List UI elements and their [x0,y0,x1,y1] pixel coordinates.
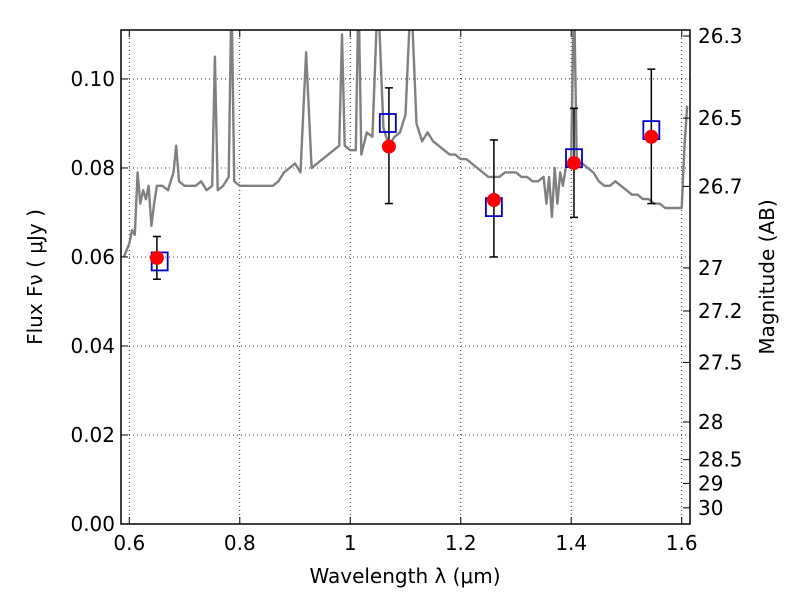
y2-tick-label: 30 [698,496,723,520]
y-tick-label: 0.00 [70,512,115,536]
y-tick-label: 0.04 [70,334,115,358]
y2-tick-label: 26.3 [698,24,743,48]
template-spectrum-line [122,30,689,258]
y2-tick-label: 28.5 [698,448,743,472]
y2-axis-title: Magnitude (AB) [755,199,779,354]
y2-tick-label: 27 [698,256,723,280]
x-tick-label: 1.6 [666,531,698,555]
plot-frame [120,29,691,525]
observed-point-marker [486,193,501,208]
y-tick-label: 0.06 [70,245,115,269]
y-tick-label: 0.02 [70,423,115,447]
axis-ticks [121,30,690,525]
observed-point-marker [149,250,164,265]
x-tick-label: 1.2 [445,531,477,555]
template-spectrum-layer [122,30,689,258]
model-square-marker [378,113,397,133]
y2-tick-label: 27.2 [698,299,743,323]
data-points-layer [149,68,661,280]
x-tick-label: 0.6 [113,531,145,555]
y-axis-title: Flux Fν ( μJy ) [23,209,47,345]
y-tick-label: 0.08 [70,156,115,180]
x-tick-label: 1.4 [555,531,587,555]
y2-tick-label: 26.7 [698,174,743,198]
tick-labels: 0.6 0.8 1 1.2 1.4 1.6 0.00 0.02 0.04 0.06 0.08 0.10… [70,24,742,555]
observed-point-marker [566,156,581,171]
observed-point-marker [644,129,659,144]
x-tick-label: 0.8 [224,531,256,555]
x-axis-title: Wavelength λ (μm) [309,564,500,588]
x-tick-label: 1 [344,531,357,555]
y2-tick-label: 26.5 [698,106,743,130]
y2-tick-label: 27.5 [698,350,743,374]
y-tick-label: 0.10 [70,67,115,91]
observed-point-marker [381,139,396,154]
y2-tick-label: 28 [698,410,723,434]
y2-tick-label: 29 [698,471,723,495]
